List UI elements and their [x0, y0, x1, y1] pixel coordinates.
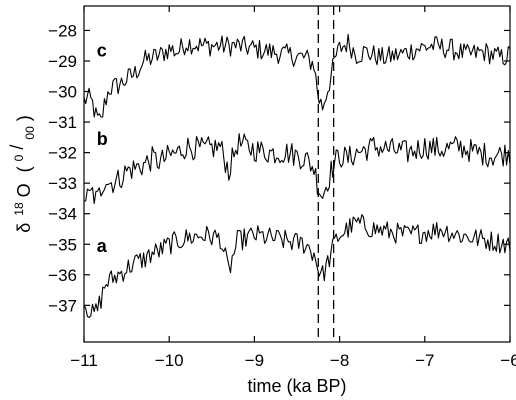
plot-frame: [83, 5, 511, 343]
plot-area: c b a: [83, 5, 511, 343]
x-tick-label: −11: [70, 351, 98, 370]
tick-layer: [83, 6, 511, 342]
y-axis-title-prefix: δ: [14, 223, 34, 233]
y-axis-title: δ 18 O ( 0 / 00 ): [7, 115, 38, 233]
y-tick-label: −36: [48, 266, 77, 285]
y-tick-label: −28: [48, 21, 77, 40]
y-axis-title-unit-slash: /: [7, 145, 27, 150]
y-axis-title-isotope: 18: [12, 202, 26, 216]
y-axis-title-unit-close: ): [14, 115, 34, 121]
x-axis-title: time (ka BP): [247, 376, 346, 396]
x-tick-label: −10: [155, 351, 184, 370]
y-tick-label: −32: [48, 144, 77, 163]
series-layer: [83, 33, 511, 318]
y-tick-labels: −37 −36 −35 −34 −33 −32 −31 −30 −29 −28: [48, 21, 77, 315]
x-tick-label: −8: [330, 351, 349, 370]
y-tick-label: −29: [48, 52, 77, 71]
y-tick-label: −34: [48, 205, 77, 224]
y-tick-label: −35: [48, 235, 77, 254]
series-label-a: a: [97, 236, 108, 256]
y-tick-label: −37: [48, 296, 77, 315]
x-tick-labels: −11 −10 −9 −8 −7 −6: [70, 351, 516, 370]
y-tick-label: −33: [48, 174, 77, 193]
series-label-b: b: [97, 129, 108, 149]
series-label-layer: c b a: [97, 40, 108, 255]
y-axis-title-unit-open: (: [14, 166, 34, 172]
y-axis-title-unit-num: 0: [12, 154, 26, 161]
y-axis-title-element: O: [14, 183, 34, 197]
series-line-c: [83, 33, 511, 118]
x-tick-label: −6: [500, 351, 516, 370]
marker-layer: [317, 6, 335, 342]
series-label-c: c: [97, 40, 107, 60]
y-tick-label: −31: [48, 113, 77, 132]
x-tick-label: −9: [245, 351, 264, 370]
x-tick-label: −7: [415, 351, 434, 370]
series-line-b: [83, 133, 511, 204]
y-axis-title-unit-den: 00: [23, 126, 37, 140]
series-line-a: [83, 214, 511, 318]
y-tick-label: −30: [48, 83, 77, 102]
